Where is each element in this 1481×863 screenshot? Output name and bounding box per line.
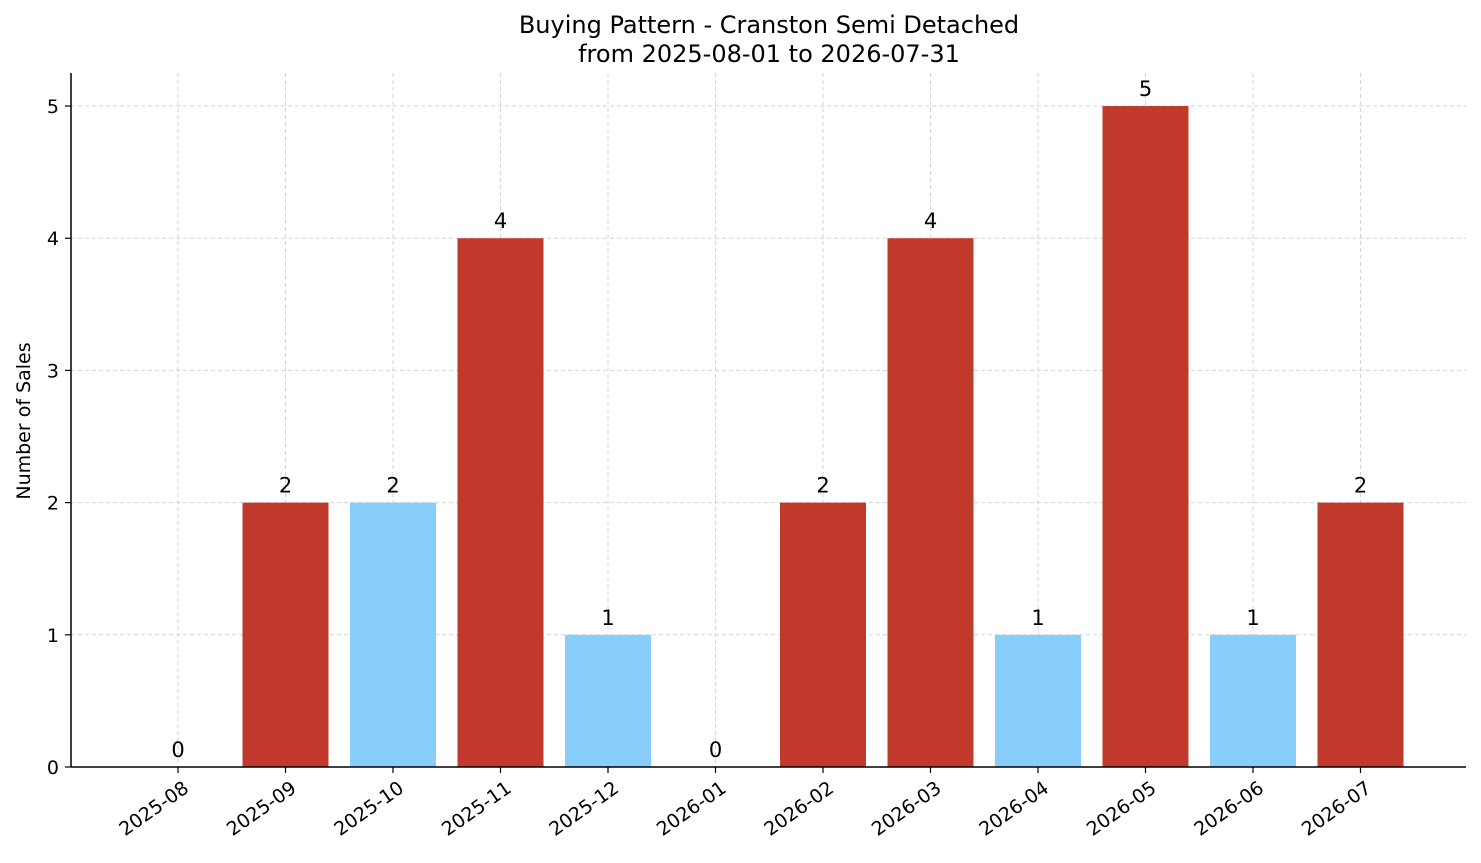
chart-title: Buying Pattern - Cranston Semi Detached bbox=[519, 11, 1019, 39]
data-label-2025-08: 0 bbox=[171, 738, 184, 762]
bar-2026-06 bbox=[1210, 634, 1296, 767]
bar-2026-04 bbox=[995, 634, 1081, 767]
data-label-2026-07: 2 bbox=[1354, 474, 1367, 498]
x-tick-label: 2025-12 bbox=[545, 777, 623, 841]
bar-2026-03 bbox=[887, 238, 974, 767]
y-tick-label: 4 bbox=[47, 228, 59, 250]
bar-2025-11 bbox=[457, 238, 544, 767]
data-label-2025-10: 2 bbox=[386, 474, 399, 498]
y-axis-label: Number of Sales bbox=[13, 342, 35, 499]
data-label-2026-01: 0 bbox=[709, 738, 722, 762]
y-tick-label: 2 bbox=[47, 493, 59, 515]
data-label-2026-02: 2 bbox=[816, 474, 829, 498]
x-tick-label: 2026-05 bbox=[1083, 777, 1161, 841]
bar-2026-05 bbox=[1102, 106, 1189, 768]
data-label-2026-05: 5 bbox=[1139, 77, 1152, 101]
data-label-2026-03: 4 bbox=[924, 209, 937, 233]
x-tick-label: 2026-06 bbox=[1190, 777, 1268, 841]
x-tick-label: 2026-02 bbox=[760, 777, 838, 841]
y-tick-label: 0 bbox=[47, 757, 59, 779]
x-tick-label: 2026-04 bbox=[975, 777, 1053, 841]
chart-subtitle: from 2025-08-01 to 2026-07-31 bbox=[578, 40, 960, 68]
x-tick-label: 2025-09 bbox=[223, 777, 301, 841]
x-tick-label: 2025-10 bbox=[330, 777, 408, 841]
data-label-2026-06: 1 bbox=[1246, 606, 1259, 630]
x-tick-label: 2025-08 bbox=[115, 777, 193, 841]
data-label-2025-12: 1 bbox=[601, 606, 614, 630]
bar-2026-07 bbox=[1317, 502, 1404, 767]
data-label-2026-04: 1 bbox=[1031, 606, 1044, 630]
axes-layer bbox=[65, 73, 1466, 773]
y-tick-label: 3 bbox=[47, 360, 59, 382]
x-tick-label: 2026-01 bbox=[653, 777, 731, 841]
data-label-2025-09: 2 bbox=[279, 474, 292, 498]
bar-2025-12 bbox=[565, 634, 651, 767]
bar-2025-10 bbox=[350, 502, 436, 767]
bars-layer bbox=[242, 106, 1404, 768]
x-tick-label: 2026-03 bbox=[868, 777, 946, 841]
x-tick-label: 2025-11 bbox=[438, 777, 516, 841]
y-tick-label: 1 bbox=[47, 625, 59, 647]
x-tick-label: 2026-07 bbox=[1298, 777, 1376, 841]
bar-2026-02 bbox=[780, 502, 866, 767]
y-tick-label: 5 bbox=[47, 96, 59, 118]
data-label-2025-11: 4 bbox=[494, 209, 507, 233]
bar-2025-09 bbox=[242, 502, 329, 767]
